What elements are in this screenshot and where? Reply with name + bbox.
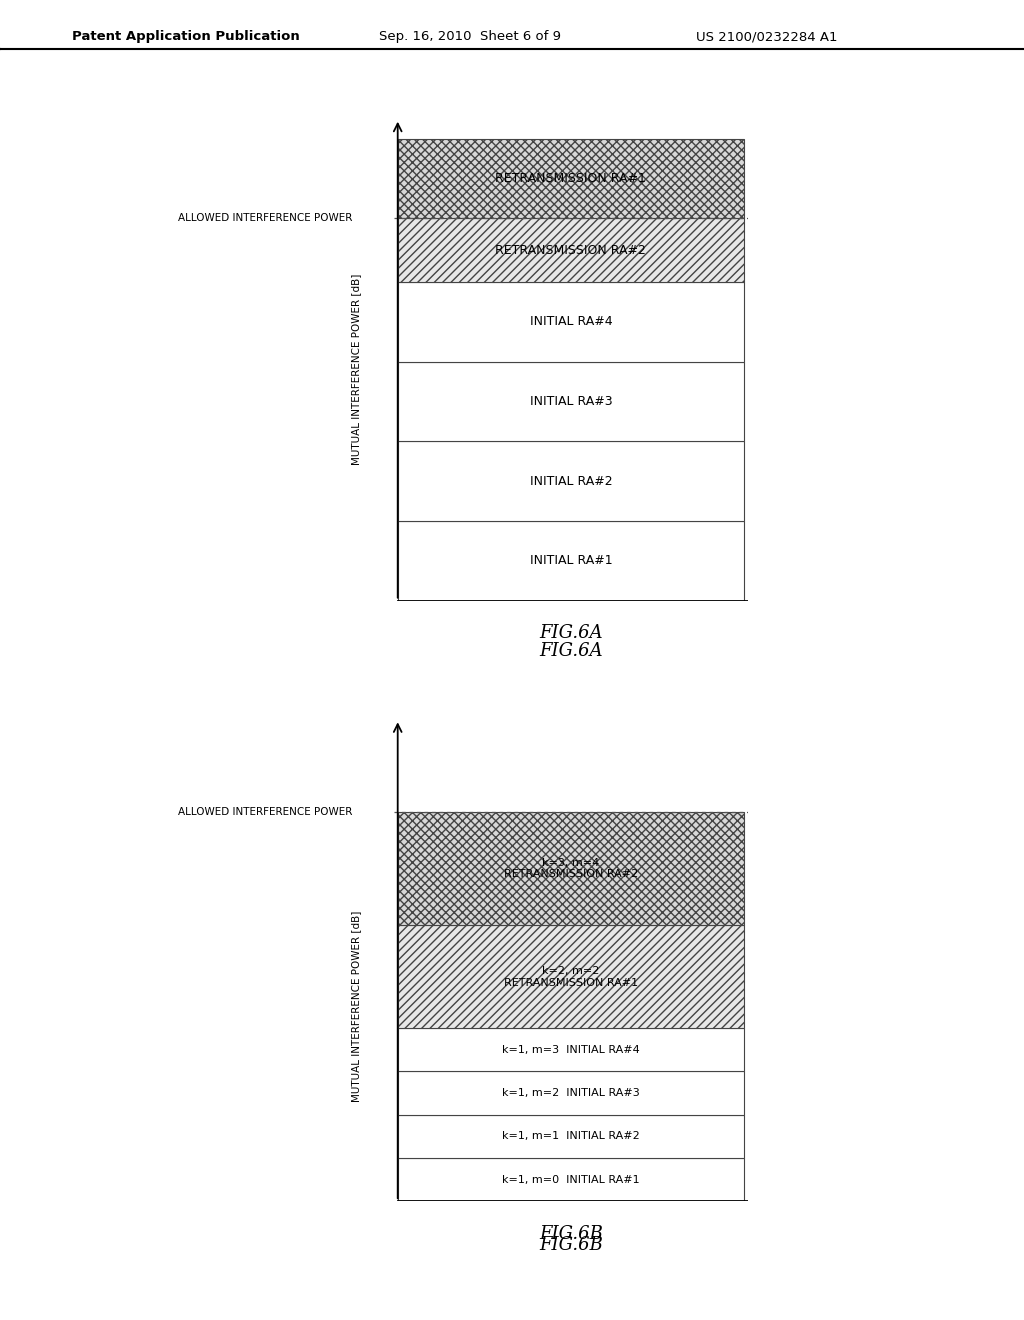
Text: ALLOWED INTERFERENCE POWER: ALLOWED INTERFERENCE POWER <box>178 807 352 817</box>
Bar <box>397 1158 744 1201</box>
Bar <box>397 282 744 362</box>
Text: Sep. 16, 2010  Sheet 6 of 9: Sep. 16, 2010 Sheet 6 of 9 <box>379 30 561 44</box>
Text: FIG.6B: FIG.6B <box>539 1225 603 1243</box>
Text: k=1, m=0  INITIAL RA#1: k=1, m=0 INITIAL RA#1 <box>502 1175 640 1184</box>
Text: k=1, m=3  INITIAL RA#4: k=1, m=3 INITIAL RA#4 <box>502 1045 640 1055</box>
Text: FIG.6B: FIG.6B <box>539 1237 603 1254</box>
Text: k=2, m=2
RETRANSMISSION RA#1: k=2, m=2 RETRANSMISSION RA#1 <box>504 966 638 987</box>
Text: RETRANSMISSION RA#2: RETRANSMISSION RA#2 <box>496 244 646 256</box>
Bar <box>397 925 744 1028</box>
Bar <box>397 1114 744 1158</box>
Text: Patent Application Publication: Patent Application Publication <box>72 30 299 44</box>
Text: INITIAL RA#2: INITIAL RA#2 <box>529 475 612 487</box>
Text: FIG.6A: FIG.6A <box>539 642 603 660</box>
Text: k=3, m=4
RETRANSMISSION RA#2: k=3, m=4 RETRANSMISSION RA#2 <box>504 858 638 879</box>
Text: FIG.6A: FIG.6A <box>539 624 603 643</box>
Bar <box>397 362 744 441</box>
Bar <box>397 812 744 925</box>
Text: RETRANSMISSION RA#1: RETRANSMISSION RA#1 <box>496 172 646 185</box>
Text: INITIAL RA#1: INITIAL RA#1 <box>529 554 612 568</box>
Text: MUTUAL INTERFERENCE POWER [dB]: MUTUAL INTERFERENCE POWER [dB] <box>351 911 361 1102</box>
Text: MUTUAL INTERFERENCE POWER [dB]: MUTUAL INTERFERENCE POWER [dB] <box>351 275 361 466</box>
Text: INITIAL RA#3: INITIAL RA#3 <box>529 395 612 408</box>
Text: ALLOWED INTERFERENCE POWER: ALLOWED INTERFERENCE POWER <box>178 214 352 223</box>
Bar <box>397 218 744 282</box>
Text: k=1, m=2  INITIAL RA#3: k=1, m=2 INITIAL RA#3 <box>502 1088 640 1098</box>
Bar <box>397 139 744 218</box>
Bar <box>397 441 744 521</box>
Text: k=1, m=1  INITIAL RA#2: k=1, m=1 INITIAL RA#2 <box>502 1131 640 1142</box>
Bar <box>397 1028 744 1072</box>
Text: US 2100/0232284 A1: US 2100/0232284 A1 <box>696 30 838 44</box>
Bar <box>397 1072 744 1114</box>
Text: INITIAL RA#4: INITIAL RA#4 <box>529 315 612 329</box>
Bar <box>397 521 744 601</box>
